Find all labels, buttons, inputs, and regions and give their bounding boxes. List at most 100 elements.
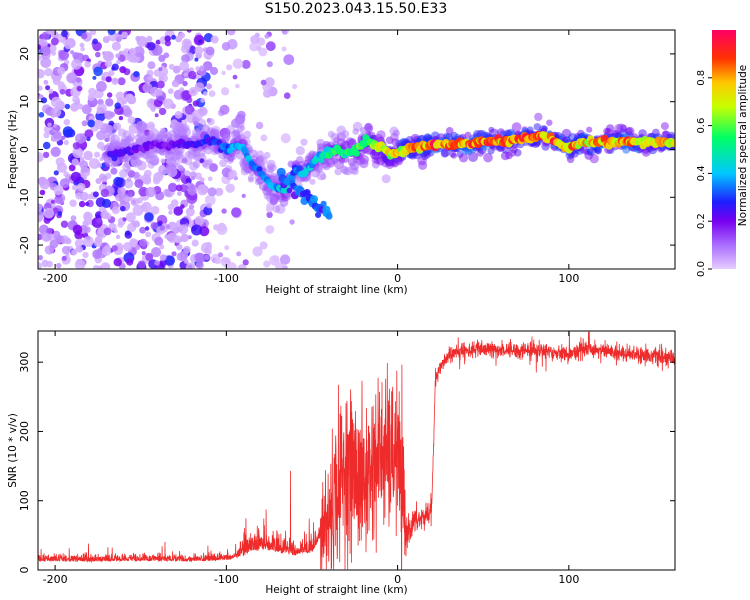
heatmap-cell [71, 184, 78, 191]
heatmap-cell [589, 154, 599, 164]
heatmap-cell [87, 93, 95, 101]
heatmap-cell [141, 251, 146, 256]
heatmap-cell [310, 195, 318, 204]
heatmap-cell [260, 79, 267, 86]
colorbar-tick-label: 0.2 [696, 213, 707, 229]
heatmap-cell [199, 65, 205, 72]
heatmap-cell [68, 164, 76, 172]
heatmap-cell [265, 205, 274, 213]
heatmap-cell [205, 46, 215, 56]
heatmap-cell [359, 154, 370, 165]
heatmap-cell [315, 165, 322, 172]
heatmap-cell [133, 46, 145, 58]
heatmap-cell [159, 244, 165, 250]
heatmap-cell [38, 262, 43, 269]
heatmap-cell [220, 257, 231, 268]
page-title: S150.2023.043.15.50.E33 [264, 1, 448, 17]
x-tick-label-bottom: 100 [558, 573, 579, 586]
x-axis-label-bottom: Height of straight line (km) [265, 584, 407, 596]
heatmap-cell [152, 177, 161, 185]
heatmap-cell [220, 87, 230, 96]
heatmap-cell [52, 123, 58, 128]
heatmap-cell [109, 111, 116, 118]
heatmap-cell [164, 40, 171, 47]
heatmap-cell [138, 186, 149, 197]
heatmap-cell [533, 123, 541, 131]
heatmap-cell [92, 75, 97, 80]
heatmap-cell [483, 152, 493, 163]
heatmap-cell [163, 98, 174, 109]
heatmap-cell [164, 35, 171, 42]
heatmap-cell [52, 77, 61, 85]
heatmap-cell [49, 129, 55, 136]
y-axis-label-bottom: SNR (10 * v/v) [7, 413, 19, 488]
heatmap-cell [378, 136, 385, 143]
heatmap-cell [168, 210, 173, 215]
heatmap-cell [87, 119, 96, 128]
heatmap-cell [61, 245, 71, 255]
heatmap-cell [107, 92, 113, 98]
heatmap-cell [179, 61, 190, 72]
heatmap-cell [39, 189, 46, 196]
heatmap-cell [46, 260, 53, 268]
heatmap-cell [203, 91, 208, 96]
heatmap-cell [42, 151, 50, 159]
heatmap-cell [225, 183, 235, 193]
heatmap-cell [154, 260, 160, 266]
heatmap-cell [219, 104, 230, 115]
heatmap-cell [237, 264, 247, 269]
heatmap-cell [670, 139, 675, 147]
heatmap-cell [197, 118, 207, 128]
heatmap-cell [200, 98, 206, 103]
heatmap-cell [325, 212, 333, 220]
heatmap-cell [283, 92, 291, 99]
heatmap-cell [117, 77, 126, 86]
heatmap-cell [72, 147, 84, 159]
heatmap-cell [158, 54, 166, 63]
heatmap-cell [137, 260, 146, 269]
heatmap-cell [183, 72, 188, 77]
heatmap-cell [80, 166, 87, 173]
heatmap-cell [449, 150, 456, 158]
heatmap-cell [300, 138, 308, 146]
heatmap-cell [144, 226, 150, 231]
heatmap-cell [204, 254, 211, 261]
heatmap-cell [147, 61, 156, 70]
heatmap-cell [191, 224, 202, 236]
heatmap-cell [194, 46, 204, 55]
heatmap-cell [43, 207, 55, 219]
heatmap-cell [205, 158, 213, 166]
heatmap-cell [189, 161, 199, 171]
heatmap-cell [72, 224, 83, 235]
heatmap-cell [586, 126, 593, 133]
heatmap-cell [77, 103, 84, 110]
heatmap-cell [171, 79, 180, 88]
heatmap-cell [269, 255, 280, 266]
heatmap-cell [155, 39, 161, 45]
heatmap-cell [94, 119, 104, 130]
y-tick-label-bottom: 200 [18, 421, 31, 442]
heatmap-cell [263, 89, 272, 98]
heatmap-cell [204, 194, 216, 206]
heatmap-cell [112, 78, 118, 83]
heatmap-cell [265, 225, 275, 234]
heatmap-cell [124, 230, 131, 236]
heatmap-cell [75, 77, 82, 83]
heatmap-cell [199, 177, 205, 183]
heatmap-cell [83, 150, 93, 161]
heatmap-cell [70, 215, 77, 222]
heatmap-cell [158, 107, 167, 116]
heatmap-cell [159, 254, 167, 261]
colorbar-tick-label: 0.0 [696, 261, 707, 277]
heatmap-cell [181, 38, 192, 49]
x-tick-label-top: -100 [214, 272, 239, 285]
heatmap-cell [84, 61, 91, 68]
heatmap-cell [139, 238, 148, 247]
heatmap-cell [660, 122, 669, 131]
heatmap-cell [226, 30, 236, 36]
heatmap-cell [353, 149, 360, 157]
heatmap-cell [184, 170, 191, 177]
heatmap-cell [181, 54, 190, 63]
heatmap-cell [41, 231, 52, 242]
